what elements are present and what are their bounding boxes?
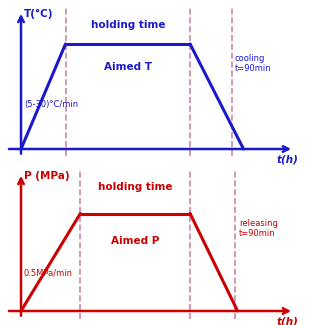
Text: (5-30)°C/min: (5-30)°C/min: [24, 99, 78, 109]
Text: Aimed T: Aimed T: [104, 61, 152, 72]
Text: P (MPa): P (MPa): [24, 171, 70, 181]
Text: Aimed P: Aimed P: [111, 236, 159, 245]
Text: holding time: holding time: [98, 181, 172, 191]
Text: T(°C): T(°C): [24, 9, 53, 19]
Text: 0.5MPa/min: 0.5MPa/min: [24, 269, 73, 278]
Text: holding time: holding time: [91, 20, 165, 30]
Text: t(h): t(h): [277, 155, 298, 165]
Text: t(h): t(h): [277, 317, 298, 325]
Text: cooling
t=90min: cooling t=90min: [235, 54, 271, 73]
Text: releasing
t=90min: releasing t=90min: [239, 219, 278, 238]
